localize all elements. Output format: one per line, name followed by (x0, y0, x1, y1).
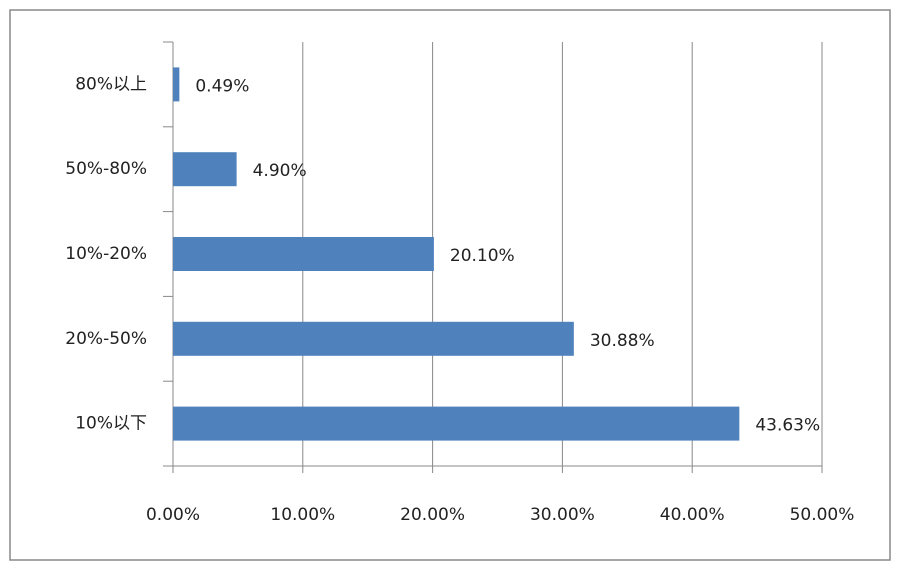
x-tick-label: 30.00% (530, 505, 595, 525)
value-label: 43.63% (755, 416, 820, 436)
bar (173, 152, 237, 187)
x-tick-label: 20.00% (400, 505, 465, 525)
bar (173, 406, 740, 441)
value-label: 30.88% (590, 331, 655, 351)
x-tick-label: 40.00% (660, 505, 725, 525)
x-tick-label: 50.00% (790, 505, 855, 525)
bar (173, 67, 180, 102)
value-label: 0.49% (195, 76, 249, 96)
y-tick-label: 20%-50% (65, 329, 147, 349)
chart-frame (9, 9, 891, 561)
y-tick-label: 80%以上 (75, 74, 147, 94)
value-label: 4.90% (253, 161, 307, 181)
bar (173, 321, 574, 356)
x-tick-label: 10.00% (270, 505, 335, 525)
y-tick-label: 10%-20% (65, 244, 147, 264)
y-tick-label: 10%以下 (75, 414, 147, 434)
x-tick-label: 0.00% (146, 505, 200, 525)
value-label: 20.10% (450, 246, 515, 266)
bar (173, 237, 434, 271)
y-tick-label: 50%-80% (65, 159, 147, 179)
